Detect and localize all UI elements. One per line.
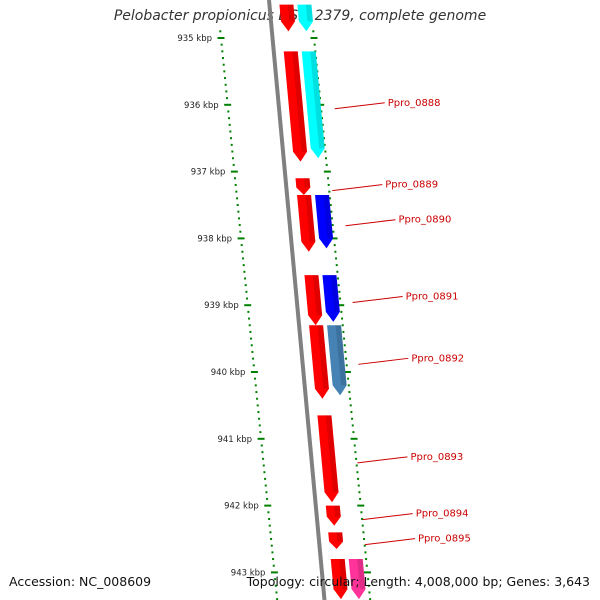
tick-label: 939 kbp	[204, 301, 239, 311]
gene-arrow	[325, 505, 341, 526]
gene-label: Ppro_0894	[416, 509, 469, 520]
gene-arrow	[330, 559, 348, 600]
gene-features	[279, 4, 366, 600]
gene-arrow	[327, 325, 347, 396]
tick-label: 941 kbp	[217, 435, 252, 445]
tick-marks-inner	[217, 30, 279, 600]
gene-label: Ppro_0892	[411, 353, 464, 364]
gene-arrow-shade	[323, 194, 334, 239]
gene-label-line	[357, 456, 408, 464]
gene-arrow	[317, 415, 339, 503]
tick-marks-outer	[310, 30, 372, 600]
gene-arrow-shade	[310, 51, 325, 149]
gene-arrow	[297, 4, 313, 32]
gene-arrow	[315, 194, 334, 249]
gene-arrow-shade	[334, 505, 341, 517]
accession-text: Accession: NC_008609	[9, 574, 152, 589]
gene-arrow-shade	[292, 51, 308, 152]
gene-arrow-shade	[287, 4, 295, 22]
gene-labels: Ppro_0888 Ppro_0889 Ppro_0890 Ppro_0891 Ppro…	[332, 98, 471, 546]
gene-arrow	[322, 275, 340, 322]
gene-arrow	[348, 559, 366, 600]
gene-arrow	[304, 275, 323, 326]
gene-arrow-shade	[357, 559, 366, 590]
gene-arrow-shade	[335, 325, 347, 386]
gene-arrow	[283, 51, 308, 162]
gene-label-line	[345, 219, 396, 227]
gene-arrow	[328, 532, 344, 550]
gene-arrow-shade	[325, 415, 339, 493]
gene-label: Ppro_0889	[385, 180, 438, 191]
gene-label-line	[364, 538, 416, 546]
gene-label: Ppro_0893	[410, 452, 463, 463]
gene-label-line	[352, 296, 403, 304]
gene-label-line	[332, 184, 383, 192]
tick-labels: 935 kbp 936 kbp 937 kbp 938 kbp 939 kbp 940 k…	[177, 34, 265, 578]
gene-arrow	[279, 4, 295, 32]
gene-arrow-shade	[312, 275, 323, 316]
genome-backbone	[267, 0, 327, 600]
gene-arrow-shade	[339, 559, 348, 590]
gene-label-line	[334, 102, 385, 110]
gene-label-line	[358, 357, 409, 365]
tick-label: 942 kbp	[224, 502, 259, 512]
gene-arrow	[309, 325, 329, 399]
tick-label: 936 kbp	[184, 101, 219, 111]
topology-summary: Topology: circular; Length: 4,008,000 bp…	[246, 574, 590, 589]
tick-label: 943 kbp	[231, 568, 266, 578]
tick-label: 940 kbp	[211, 368, 246, 378]
tick-label: 938 kbp	[197, 234, 232, 244]
gene-arrow-shade	[305, 4, 313, 22]
gene-arrow-shade	[330, 275, 340, 312]
gene-arrow-shade	[317, 325, 329, 389]
gene-arrow-shade	[305, 194, 316, 242]
tick-label: 935 kbp	[177, 34, 212, 44]
gene-label: Ppro_0895	[418, 534, 471, 545]
gene-label-line	[362, 513, 413, 521]
gene-arrow-shade	[336, 532, 344, 542]
gene-arrow-shade	[303, 178, 311, 188]
gene-arrow	[301, 51, 325, 159]
gene-label: Ppro_0891	[406, 292, 459, 303]
tick-label: 937 kbp	[191, 168, 226, 178]
gene-label: Ppro_0888	[388, 98, 441, 109]
gene-label: Ppro_0890	[399, 215, 452, 226]
gene-arrow	[297, 194, 316, 252]
gene-arrow	[295, 178, 311, 195]
